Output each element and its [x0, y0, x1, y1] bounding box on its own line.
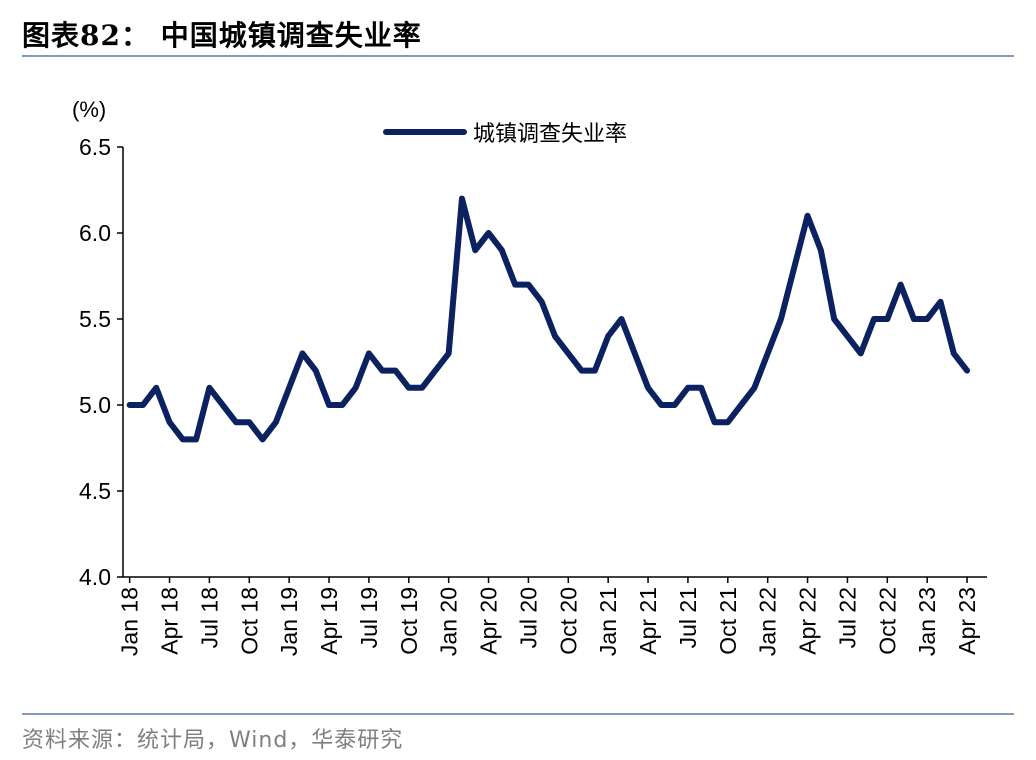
- series-line-unemployment-rate: [126, 195, 971, 443]
- y-unit-label: (%): [72, 97, 106, 122]
- x-tick-label: Jan 22: [755, 587, 781, 656]
- x-tick-label: Oct 18: [236, 587, 262, 655]
- y-tick-label: 6.0: [79, 220, 111, 246]
- x-tick-label: Jul 21: [675, 587, 701, 648]
- x-tick-label: Apr 18: [157, 587, 183, 655]
- x-tick-label: Apr 23: [954, 587, 980, 655]
- header-divider: [22, 55, 1014, 57]
- y-tick-label: 6.5: [79, 134, 111, 160]
- legend-label: 城镇调查失业率: [473, 122, 627, 147]
- y-tick-label: 5.0: [79, 392, 111, 418]
- x-axis-ticks: Jan 18 Apr 18 Jul 18 Oct 18 Jan 19 Apr 19 Jul …: [117, 577, 980, 656]
- x-tick-label: Jan 21: [595, 587, 621, 656]
- x-tick-label: Jan 23: [914, 587, 940, 656]
- y-tick-label: 5.5: [79, 306, 111, 332]
- line-chart: (%) 城镇调查失业率 4.0 4.5 5.0 5.5 6.0 6.5 Jan 18 Apr…: [72, 97, 987, 656]
- x-tick-label: Jul 22: [834, 587, 860, 648]
- x-tick-label: Jul 20: [515, 587, 541, 648]
- x-tick-label: Apr 21: [635, 587, 661, 655]
- y-tick-label: 4.0: [79, 564, 111, 590]
- source-note: 资料来源：统计局，Wind，华泰研究: [22, 728, 404, 753]
- footer-divider: [22, 713, 1014, 715]
- x-tick-label: Apr 22: [795, 587, 821, 655]
- y-tick-label: 4.5: [79, 478, 111, 504]
- axes: [122, 147, 987, 578]
- x-tick-label: Oct 20: [555, 587, 581, 655]
- x-tick-label: Jan 19: [276, 587, 302, 656]
- x-tick-label: Jan 20: [436, 587, 462, 656]
- y-axis-ticks: 4.0 4.5 5.0 5.5 6.0 6.5: [79, 134, 123, 590]
- x-tick-label: Oct 22: [874, 587, 900, 655]
- x-tick-label: Oct 21: [715, 587, 741, 655]
- x-tick-label: Apr 20: [476, 587, 502, 655]
- x-tick-label: Jul 18: [196, 587, 222, 648]
- legend: 城镇调查失业率: [383, 122, 627, 147]
- x-tick-label: Jan 18: [117, 587, 143, 656]
- x-tick-label: Oct 19: [396, 587, 422, 655]
- chart-title: 图表82： 中国城镇调查失业率: [22, 19, 422, 52]
- x-tick-label: Apr 19: [316, 587, 342, 655]
- x-tick-label: Jul 19: [356, 587, 382, 648]
